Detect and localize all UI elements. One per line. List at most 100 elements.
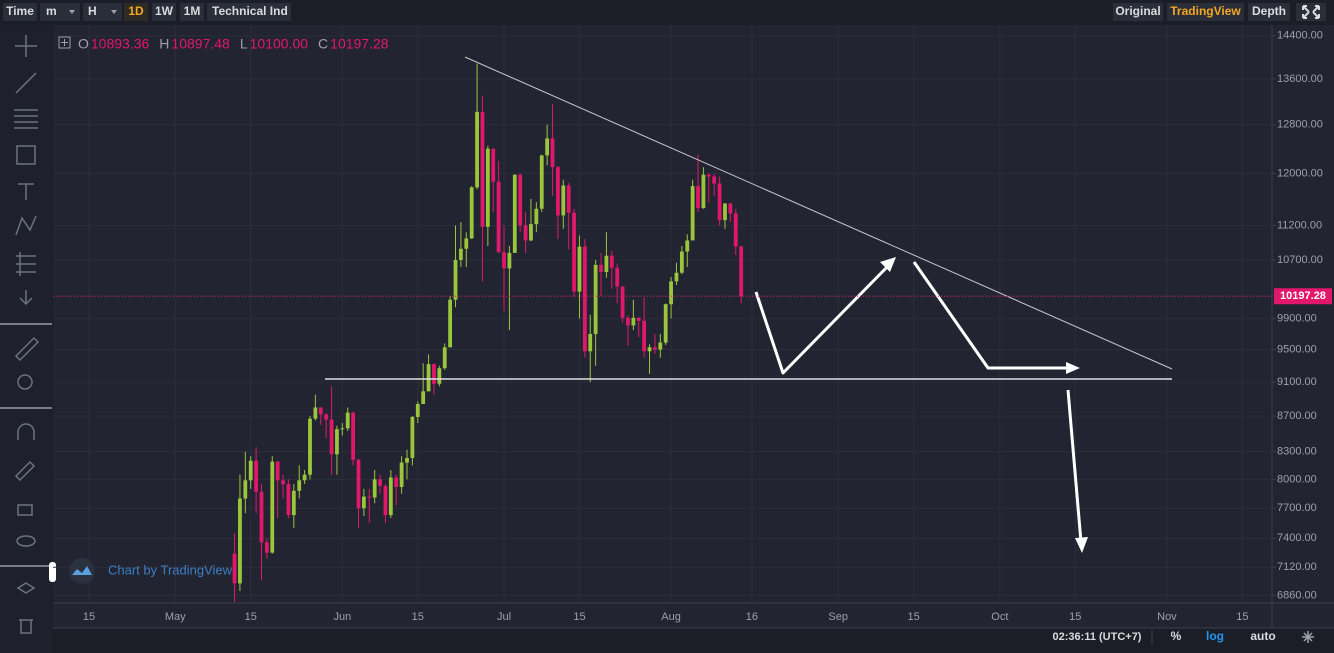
candle-body	[523, 225, 528, 241]
legend-toggle[interactable]	[58, 36, 71, 49]
view-label: TradingView	[1170, 4, 1241, 18]
candle-body	[372, 479, 377, 498]
candle-body	[351, 412, 356, 460]
candle-body	[545, 138, 550, 156]
zoom-tool[interactable]	[17, 374, 33, 390]
candle-body	[394, 477, 399, 487]
candle-body	[345, 412, 350, 429]
y-tick-label: 9500.00	[1277, 344, 1317, 356]
clock: 02:36:11 (UTC+7)	[1053, 631, 1142, 643]
interval-button[interactable]	[152, 3, 176, 21]
lock-tool[interactable]	[17, 504, 33, 516]
candle-body	[405, 457, 409, 463]
candle-body	[480, 111, 485, 227]
hour-menu[interactable]	[83, 3, 122, 21]
status-button[interactable]: auto	[1250, 629, 1275, 643]
candle-body	[270, 461, 275, 553]
caret	[111, 10, 117, 14]
y-tick-label: 8700.00	[1277, 410, 1317, 422]
x-tick-label: Oct	[991, 611, 1008, 623]
trendline-tool[interactable]	[15, 72, 37, 94]
candle-body	[302, 474, 307, 481]
indicators-button[interactable]	[207, 3, 291, 21]
more-tools[interactable]	[19, 290, 33, 306]
status-button[interactable]: log	[1206, 629, 1224, 643]
visibility-tool[interactable]	[16, 535, 36, 547]
candle-body	[620, 286, 625, 318]
y-tick-label: 7700.00	[1277, 502, 1317, 514]
candle-body	[485, 148, 490, 227]
candle-body	[631, 317, 636, 326]
candle-body	[421, 391, 426, 405]
candle-body	[723, 203, 727, 221]
prediction-tool[interactable]	[16, 252, 36, 276]
caret	[69, 10, 75, 14]
interval-button[interactable]	[124, 3, 148, 21]
candle-body	[356, 459, 361, 509]
candle-body	[496, 181, 501, 253]
candle-body	[604, 255, 609, 273]
status-button[interactable]: %	[1171, 629, 1182, 643]
candle-body	[674, 272, 679, 282]
watermark-icon	[72, 566, 92, 575]
interval-button[interactable]	[180, 3, 204, 21]
interval-label: 1W	[155, 4, 174, 18]
magnet-tool[interactable]	[17, 423, 35, 440]
time-button[interactable]	[3, 3, 37, 21]
legend-value: 10197.28	[330, 36, 389, 52]
pattern-tool[interactable]	[15, 215, 37, 236]
rectangle-tool[interactable]	[16, 145, 36, 165]
y-tick-label: 11200.00	[1277, 219, 1322, 231]
candle-body	[593, 264, 598, 334]
y-tick-label: 6860.00	[1277, 589, 1317, 601]
view-button[interactable]	[1248, 3, 1290, 21]
view-button[interactable]	[1167, 3, 1244, 21]
x-tick-label: May	[165, 611, 186, 623]
candle-body	[335, 429, 339, 455]
legend-key: O	[78, 36, 89, 52]
candle-body	[690, 186, 695, 241]
candle-body	[291, 490, 296, 516]
x-tick-label: 15	[245, 611, 257, 623]
candle-body	[399, 462, 404, 487]
toolbar-handle[interactable]	[49, 562, 56, 582]
candle-body	[561, 185, 566, 216]
candle-body	[318, 407, 323, 415]
candle-body	[733, 213, 738, 247]
candle-body	[281, 480, 285, 485]
indicators-label: Technical Ind	[212, 4, 288, 18]
candle-body	[696, 186, 700, 209]
legend-value: 10897.48	[171, 36, 230, 52]
candle-body	[566, 185, 571, 213]
candle-body	[469, 187, 474, 239]
x-tick-label: 15	[573, 611, 585, 623]
legend-key: C	[318, 36, 328, 52]
candle-body	[679, 251, 684, 273]
settings-button[interactable]	[1302, 631, 1314, 643]
minute-menu[interactable]	[40, 3, 80, 21]
candle-body	[324, 414, 329, 420]
text-tool[interactable]	[18, 183, 34, 200]
drawing-tools	[0, 35, 52, 634]
view-button[interactable]	[1113, 3, 1163, 21]
legend-value: 10893.36	[91, 36, 150, 52]
y-tick-label: 9900.00	[1277, 312, 1317, 324]
candle-body	[539, 155, 544, 209]
layers-tool[interactable]	[16, 582, 36, 594]
candle-body	[577, 246, 582, 292]
trash-tool[interactable]	[19, 619, 33, 634]
crosshair-tool[interactable]	[15, 35, 37, 57]
candle-body	[502, 252, 506, 269]
minute-menu-label: m	[46, 4, 57, 18]
candle-body	[308, 418, 312, 475]
candle-body	[663, 304, 668, 343]
x-tick-label: 15	[83, 611, 95, 623]
candle-body	[615, 267, 620, 287]
fullscreen-button[interactable]	[1296, 3, 1326, 21]
candle-body	[313, 407, 318, 419]
measure-tool[interactable]	[14, 336, 40, 362]
stay-drawing-tool[interactable]	[14, 460, 36, 482]
x-tick-label: Jun	[333, 611, 351, 623]
candle-body	[582, 246, 587, 352]
fib-tool[interactable]	[14, 109, 38, 129]
